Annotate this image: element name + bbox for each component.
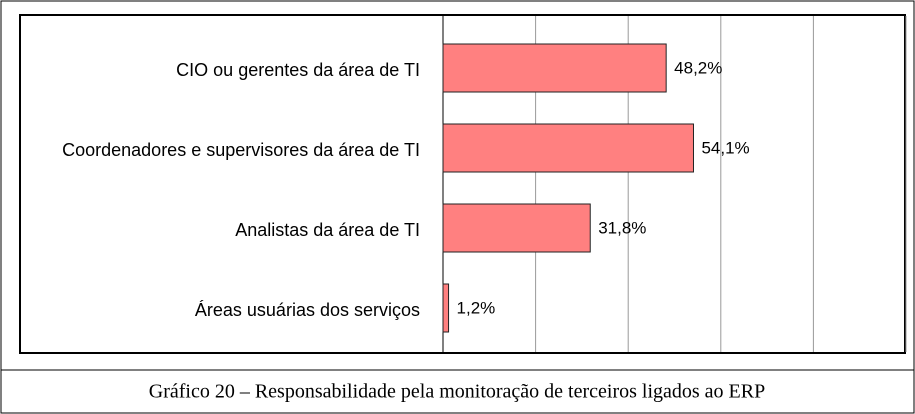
category-label: Áreas usuárias dos serviços [20,295,420,325]
bar [442,283,450,333]
value-label: 48,2% [674,58,722,77]
bar [442,123,694,173]
chart-frame [19,14,906,354]
value-label: 1,2% [457,298,496,317]
category-text: Áreas usuárias dos serviços [194,300,420,320]
bar [442,203,591,253]
caption: Gráfico 20 – Responsabilidade pela monit… [149,381,765,403]
category-label: Analistas da área de TI [20,215,420,245]
category-text: CIO ou gerentes da área de TI [176,60,420,80]
category-label: Coordenadores e supervisores da área de … [20,135,420,165]
value-label: 31,8% [598,218,646,237]
bar [442,43,667,93]
value-label: 54,1% [701,138,749,157]
category-text: Coordenadores e supervisores da área de … [62,140,420,160]
category-text: Analistas da área de TI [235,220,420,240]
category-label: CIO ou gerentes da área de TI [20,55,420,85]
